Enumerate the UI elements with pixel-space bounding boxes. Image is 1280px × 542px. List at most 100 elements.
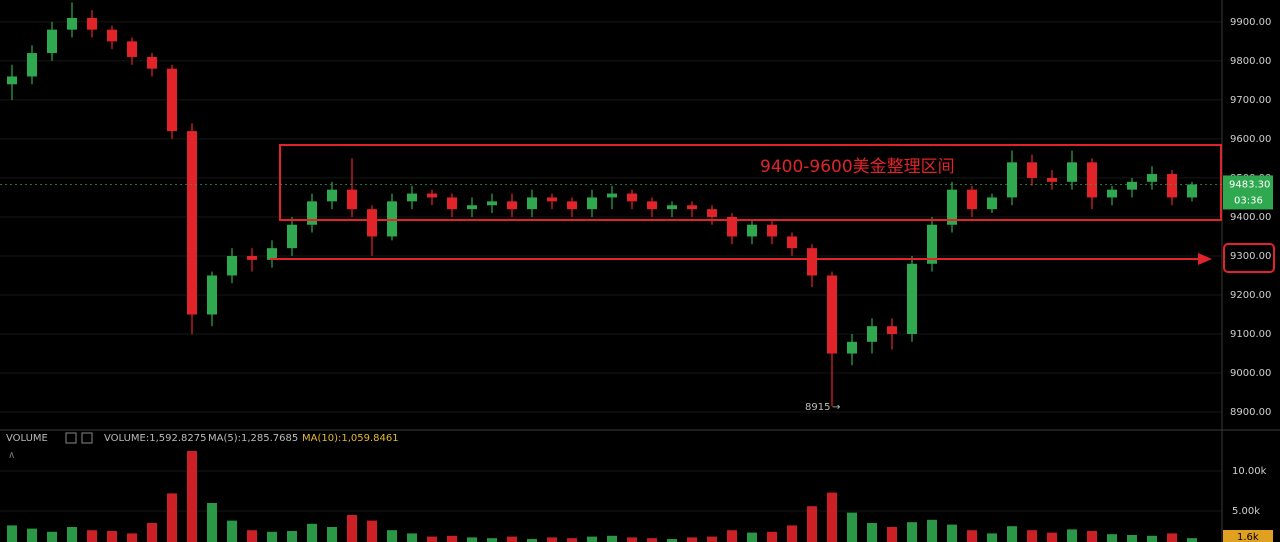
candle-body [67,17,77,30]
candle-body [1067,162,1077,182]
candle-body [467,205,477,210]
y-tick-label: 9600.00 [1230,134,1271,145]
candle-body [1147,174,1157,182]
volume-bar [327,527,337,542]
volume-bar [267,531,277,542]
candle-body [647,201,657,210]
candle-body [1087,162,1097,198]
volume-bar [727,530,737,542]
volume-bar [1167,533,1177,542]
candle-body [307,201,317,225]
volume-bar [427,536,437,542]
candle-body [347,189,357,210]
candle-body [407,193,417,202]
volume-bar [1187,538,1197,542]
candle-body [267,248,277,260]
candle-body [327,189,337,202]
candle-body [547,197,557,202]
close-icon[interactable] [81,432,93,444]
volume-bar [467,537,477,542]
volume-bar [167,493,177,542]
candle-body [887,326,897,335]
candle-body [107,29,117,42]
candle-body [1187,184,1197,198]
y-tick-label: 9800.00 [1230,56,1271,67]
volume-bar [827,492,837,542]
ma10-value: MA(10):1,059.8461 [302,433,399,444]
volume-bar [487,538,497,542]
volume-bar [567,538,577,542]
candle-body [787,236,797,249]
volume-tag-label: 1.6k [1237,532,1259,542]
collapse-icon[interactable]: ∧ [8,450,15,461]
candle-body [847,341,857,354]
candle-body [47,29,57,54]
settings-icon[interactable] [65,432,77,444]
candle-body [167,68,177,132]
volume-value: VOLUME:1,592.8275 [104,433,207,444]
volume-bar [987,533,997,542]
candle-body [827,275,837,354]
volume-bar [47,531,57,542]
candle-body [427,193,437,198]
candle-body [1167,174,1177,198]
volume-bar [367,520,377,542]
candle-body [567,201,577,210]
volume-bar [7,525,17,542]
volume-bar [627,537,637,542]
volume-bar [207,503,217,542]
candle-body [927,224,937,264]
volume-bar [1147,535,1157,542]
candle-body [767,224,777,237]
y-tick-label: 9100.00 [1230,329,1271,340]
candle-body [607,193,617,198]
volume-bar [507,536,517,542]
last-price-tag [1223,175,1273,210]
volume-bar [247,530,257,542]
candle-body [207,275,217,315]
volume-tag [1223,530,1273,542]
volume-bar [547,537,557,542]
countdown: 03:36 [1234,195,1263,206]
volume-bar [867,523,877,542]
candle-body [867,326,877,342]
candle-body [987,197,997,210]
candle-body [147,56,157,69]
ma5-value: MA(5):1,285.7685 [208,433,298,444]
y-tick-label: 9300.00 [1230,251,1271,262]
volume-bar [967,530,977,542]
volume-bar [227,520,237,542]
volume-bar [927,519,937,542]
volume-bar [1087,531,1097,542]
volume-bar [687,537,697,542]
volume-bar [1027,530,1037,542]
candle-body [367,209,377,237]
volume-bar [27,528,37,542]
volume-bar [707,536,717,542]
volume-bar [1067,529,1077,542]
level-highlight [1223,243,1275,273]
volume-bar [887,527,897,542]
volume-bar [1047,532,1057,542]
candle-body [687,205,697,210]
volume-bar [747,532,757,542]
candle-body [707,209,717,217]
candle-body [967,189,977,210]
volume-bar [347,515,357,542]
volume-bar [147,523,157,542]
volume-bar [847,512,857,542]
volume-bar [907,522,917,542]
candle-body [127,41,137,57]
candle-body [1107,189,1117,198]
volume-bar [87,530,97,542]
y-tick-label: 8900.00 [1230,407,1271,418]
volume-bar [447,535,457,542]
volume-bar [1127,535,1137,542]
volume-bar [527,539,537,542]
volume-bar [187,451,197,542]
candle-body [727,216,737,237]
volume-title: VOLUME [6,433,48,444]
arrow-head [1198,253,1212,265]
